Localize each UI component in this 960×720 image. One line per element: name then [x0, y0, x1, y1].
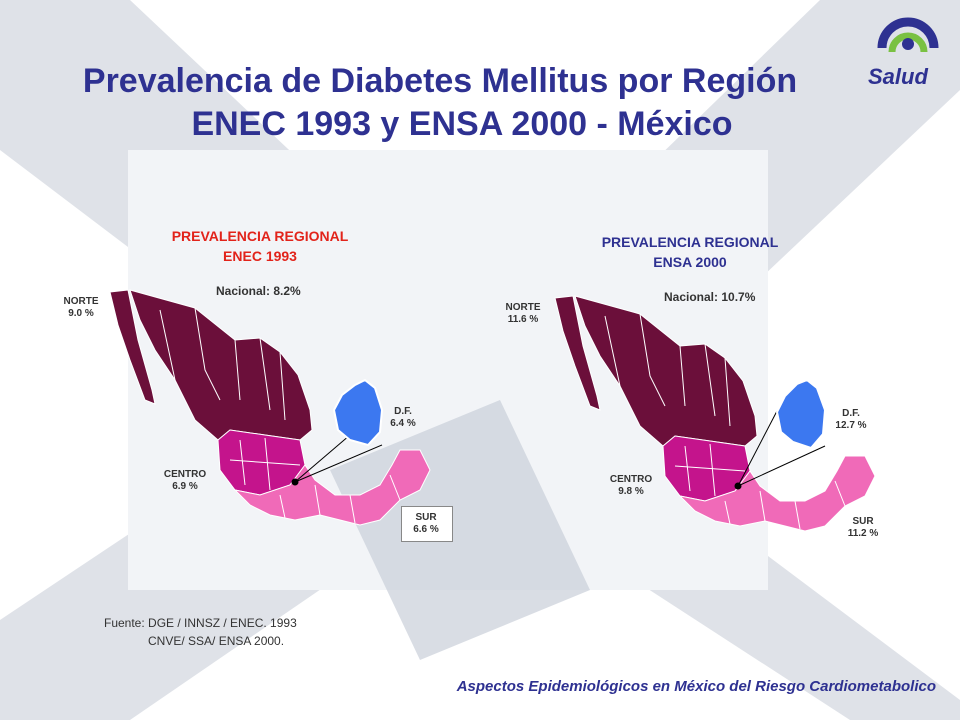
left-norte-label: NORTE 9.0 %: [63, 296, 99, 319]
left-heading-1: PREVALENCIA REGIONAL: [171, 228, 349, 244]
right-df-label: D.F. 12.7 %: [835, 408, 867, 431]
footer-text: Aspectos Epidemiológicos en México del R…: [456, 678, 936, 695]
right-mexico-map: [554, 295, 876, 532]
right-sur-label: SUR 11.2 %: [847, 516, 879, 539]
salud-logo-text: Salud: [868, 64, 928, 89]
left-sur-box: [401, 506, 453, 542]
left-sur-label: SUR 6.6 %: [413, 512, 439, 535]
page-title-line1: Prevalencia de Diabetes Mellitus por Reg…: [82, 62, 798, 100]
source-line1: Fuente: DGE / INNSZ / ENEC. 1993: [104, 616, 297, 630]
right-norte-label: NORTE 11.6 %: [505, 302, 541, 325]
source-line2: CNVE/ SSA/ ENSA 2000.: [148, 634, 285, 648]
left-df-label: D.F. 6.4 %: [390, 406, 416, 429]
right-heading-2: ENSA 2000: [653, 254, 727, 270]
salud-swirl-logo-icon: [877, 17, 939, 53]
left-heading-2: ENEC 1993: [223, 248, 297, 264]
right-heading-1: PREVALENCIA REGIONAL: [601, 234, 779, 250]
right-centro-label: CENTRO 9.8 %: [609, 474, 653, 497]
left-centro-label: CENTRO 6.9 %: [163, 469, 207, 492]
right-national-rate: Nacional: 10.7%: [664, 290, 756, 304]
left-mexico-map: [109, 289, 431, 526]
page-title-line2: ENEC 1993 y ENSA 2000 - México: [191, 105, 733, 143]
left-national-rate: Nacional: 8.2%: [216, 284, 301, 298]
